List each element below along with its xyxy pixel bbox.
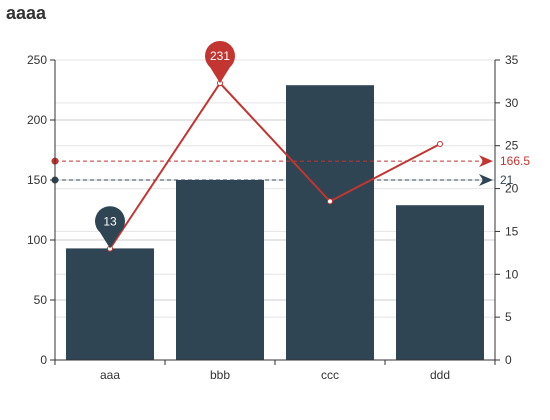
mark-line-arrow (479, 155, 493, 168)
mark-lines: 21 166.5 (51, 154, 530, 187)
y-right-tick-label: 15 (505, 224, 519, 238)
mark-point-label: 13 (103, 214, 117, 228)
x-tick-label: ddd (430, 368, 450, 382)
line-point-ddd (437, 141, 443, 147)
mark-point-pin: 13 (95, 206, 125, 249)
chart-title: aaaa (6, 3, 47, 23)
y-left-tick-label: 50 (34, 293, 48, 307)
mark-point-shape (205, 40, 236, 84)
mark-points: 13 231 (95, 40, 236, 249)
y-right-tick-label: 30 (505, 96, 519, 110)
line-series (107, 80, 443, 252)
bar-bbb (176, 180, 264, 360)
y-left-tick-label: 200 (27, 113, 47, 127)
y-left-tick-label: 150 (27, 173, 47, 187)
y-left-tick-label: 0 (40, 353, 47, 367)
x-tick-label: aaa (100, 368, 120, 382)
x-tick-label: bbb (210, 368, 230, 382)
bar-series (66, 85, 484, 360)
y-left-tick-label: 100 (27, 233, 47, 247)
line-point-ccc (327, 198, 333, 205)
axes: 0 50 100 150 200 250 0 5 10 15 20 25 30 35 aaa bbb ccc dd… (27, 53, 519, 382)
bar-aaa (66, 248, 154, 360)
y-left-tick-label: 250 (27, 53, 47, 67)
y-right-tick-label: 25 (505, 139, 519, 153)
y-right-tick-label: 0 (505, 353, 512, 367)
mark-line-label: 21 (500, 173, 514, 187)
x-tick-label: ccc (321, 368, 339, 382)
mark-line-label: 166.5 (500, 154, 530, 168)
bar-ddd (396, 205, 484, 360)
y-right-tick-label: 20 (505, 182, 519, 196)
mark-point-label: 231 (210, 49, 230, 63)
line-path (109, 81, 441, 250)
y-right-tick-label: 35 (505, 53, 519, 67)
mark-point-pin: 231 (205, 40, 236, 84)
mark-line-arrow (479, 174, 493, 186)
y-right-tick-label: 10 (505, 267, 519, 281)
y-right-tick-label: 5 (505, 310, 512, 324)
mark-point-shape (95, 206, 125, 249)
bar-ccc (286, 85, 374, 360)
